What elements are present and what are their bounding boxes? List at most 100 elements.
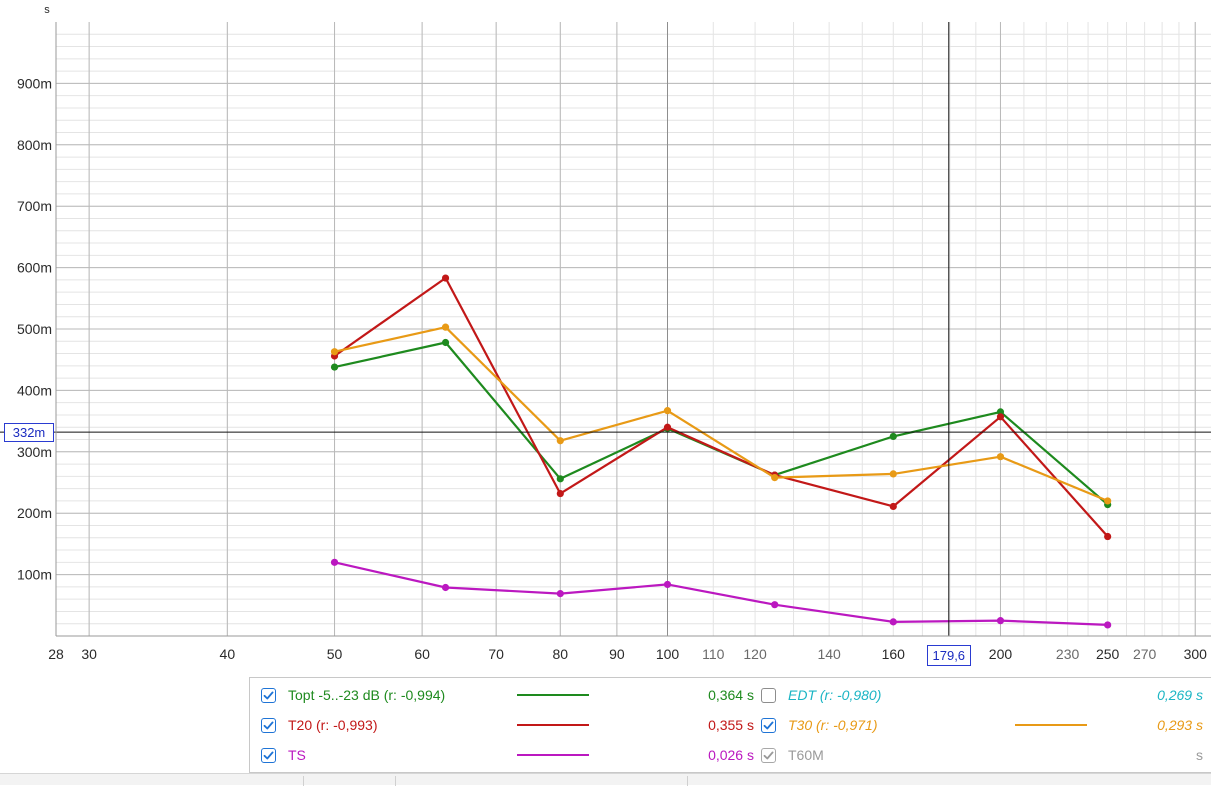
ts-label: TS bbox=[288, 747, 306, 763]
edt-label: EDT (r: -0,980) bbox=[788, 687, 882, 703]
data-point bbox=[996, 453, 1005, 461]
data-point bbox=[441, 338, 450, 347]
data-point bbox=[996, 617, 1005, 625]
legend-row-t60m: T60M s bbox=[250, 743, 1211, 767]
t60m-label: T60M bbox=[788, 747, 824, 763]
x-tick-label: 40 bbox=[220, 646, 236, 662]
data-point bbox=[1104, 621, 1112, 629]
data-point bbox=[889, 502, 897, 511]
checkmark-icon bbox=[263, 691, 274, 700]
topt-value: 0,364 s bbox=[708, 687, 754, 703]
series-line bbox=[334, 561, 1108, 626]
y-tick-label: 700m bbox=[17, 198, 52, 214]
legend-row-topt: Topt -5..-23 dB (r: -0,994) 0,364 s bbox=[250, 683, 1211, 707]
edt-value: 0,269 s bbox=[1157, 687, 1203, 703]
data-point bbox=[556, 475, 564, 483]
status-divider bbox=[395, 776, 396, 786]
data-point bbox=[1104, 532, 1112, 541]
legend-panel: Topt -5..-23 dB (r: -0,994) 0,364 s T20 … bbox=[249, 677, 1211, 773]
t60m-value: s bbox=[1196, 747, 1203, 763]
data-point bbox=[1104, 497, 1112, 505]
topt-swatch bbox=[517, 694, 589, 696]
data-point bbox=[441, 274, 450, 282]
y-unit-label: s bbox=[44, 4, 50, 16]
ts-value: 0,026 s bbox=[708, 747, 754, 763]
t30-checkbox[interactable] bbox=[761, 718, 776, 733]
x-tick-label: 90 bbox=[609, 646, 625, 662]
data-point bbox=[771, 473, 779, 482]
rt-chart: 100m 200m 300m 400m 500m 600m 700m 800m 900m s 28 3… bbox=[0, 4, 1211, 662]
x-tick-label: 80 bbox=[553, 646, 569, 662]
x-tick-label: 50 bbox=[327, 646, 343, 662]
t20-value: 0,355 s bbox=[708, 717, 754, 733]
ts-swatch bbox=[517, 754, 589, 756]
topt-label: Topt -5..-23 dB (r: -0,994) bbox=[288, 687, 446, 703]
data-point bbox=[663, 407, 672, 415]
t30-label: T30 (r: -0,971) bbox=[788, 717, 878, 733]
ts-checkbox[interactable] bbox=[261, 748, 276, 763]
data-point bbox=[556, 590, 564, 598]
data-point bbox=[996, 413, 1005, 421]
cursor-y-readout: 332m bbox=[4, 423, 54, 443]
y-tick-label: 500m bbox=[17, 321, 52, 337]
data-point bbox=[441, 323, 450, 331]
data-point bbox=[889, 470, 897, 478]
data-point bbox=[771, 601, 779, 609]
checkmark-icon bbox=[763, 751, 774, 760]
y-tick-label: 900m bbox=[17, 75, 52, 91]
x-tick-label: 270 bbox=[1133, 646, 1157, 662]
legend-row-edt: EDT (r: -0,980) 0,269 s bbox=[250, 683, 1211, 707]
y-tick-label: 100m bbox=[17, 567, 52, 583]
t30-swatch bbox=[1015, 724, 1087, 726]
x-tick-label: 200 bbox=[989, 646, 1013, 662]
y-tick-label: 800m bbox=[17, 137, 52, 153]
t20-label: T20 (r: -0,993) bbox=[288, 717, 378, 733]
data-point bbox=[889, 432, 897, 441]
t60m-checkbox[interactable] bbox=[761, 748, 776, 763]
data-point bbox=[330, 348, 339, 356]
checkmark-icon bbox=[263, 721, 274, 730]
checkmark-icon bbox=[263, 751, 274, 760]
legend-row-ts: TS 0,026 s bbox=[250, 743, 1211, 767]
t20-checkbox[interactable] bbox=[261, 718, 276, 733]
checkmark-icon bbox=[763, 721, 774, 730]
data-point bbox=[556, 489, 564, 498]
status-bar bbox=[0, 773, 1211, 786]
legend-row-t20: T20 (r: -0,993) 0,355 s bbox=[250, 713, 1211, 737]
y-tick-label: 300m bbox=[17, 444, 52, 460]
data-point bbox=[889, 618, 897, 626]
t20-swatch bbox=[517, 724, 589, 726]
chart-axes: 100m 200m 300m 400m 500m 600m 700m 800m 900m s 28 3… bbox=[17, 4, 1211, 662]
x-tick-label: 110 bbox=[702, 646, 725, 662]
series-line bbox=[334, 326, 1109, 502]
x-tick-label: 230 bbox=[1056, 646, 1080, 662]
x-tick-label: 300 bbox=[1184, 646, 1208, 662]
cursor-x-readout: 179,6 bbox=[926, 645, 971, 666]
x-tick-label: 120 bbox=[743, 646, 767, 662]
x-tick-label: 250 bbox=[1096, 646, 1120, 662]
data-point bbox=[663, 580, 672, 589]
edt-checkbox[interactable] bbox=[761, 688, 776, 703]
data-point bbox=[330, 363, 339, 371]
t30-value: 0,293 s bbox=[1157, 717, 1203, 733]
x-tick-label: 60 bbox=[414, 646, 430, 662]
data-point bbox=[330, 558, 339, 566]
y-tick-label: 600m bbox=[17, 260, 52, 276]
data-point bbox=[663, 423, 672, 431]
x-tick-label: 28 bbox=[48, 646, 64, 662]
data-point bbox=[441, 583, 450, 592]
legend-row-t30: T30 (r: -0,971) 0,293 s bbox=[250, 713, 1211, 737]
y-tick-label: 200m bbox=[17, 505, 52, 521]
x-tick-label: 100 bbox=[656, 646, 680, 662]
chart-cursor[interactable] bbox=[0, 22, 1211, 636]
chart-grid bbox=[56, 22, 1211, 636]
status-divider bbox=[303, 776, 304, 786]
y-tick-label: 400m bbox=[17, 382, 52, 398]
topt-checkbox[interactable] bbox=[261, 688, 276, 703]
x-tick-label: 70 bbox=[488, 646, 504, 662]
status-divider bbox=[687, 776, 688, 786]
x-tick-label: 160 bbox=[882, 646, 906, 662]
x-tick-label: 140 bbox=[817, 646, 841, 662]
x-tick-label: 30 bbox=[81, 646, 97, 662]
data-point bbox=[556, 437, 564, 445]
